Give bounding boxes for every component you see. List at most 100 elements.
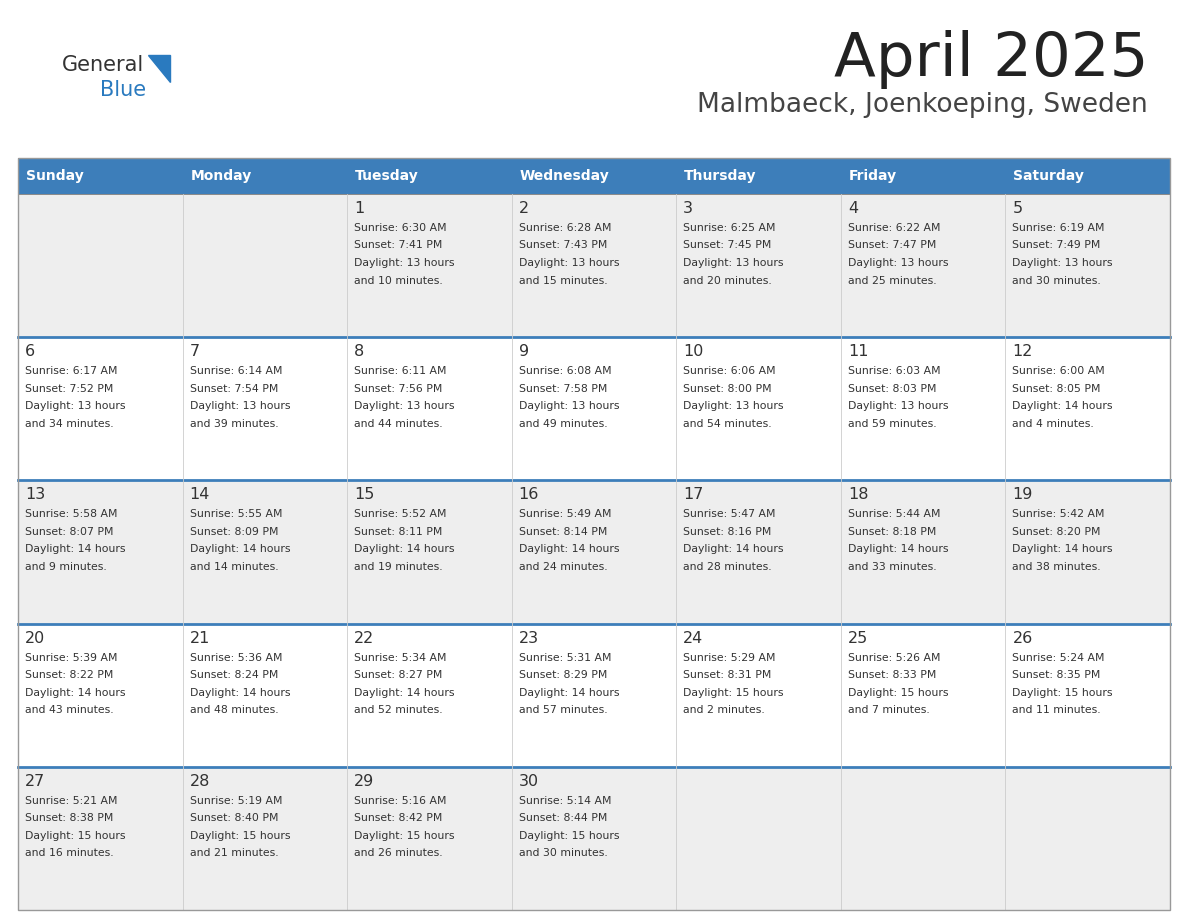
Bar — [841, 158, 1005, 194]
Text: Sunrise: 5:24 AM: Sunrise: 5:24 AM — [1012, 653, 1105, 663]
Text: and 38 minutes.: and 38 minutes. — [1012, 562, 1101, 572]
Text: 1: 1 — [354, 201, 365, 216]
Text: Tuesday: Tuesday — [355, 169, 419, 183]
Text: Sunset: 8:33 PM: Sunset: 8:33 PM — [848, 670, 936, 680]
Text: Daylight: 13 hours: Daylight: 13 hours — [848, 401, 948, 411]
Text: Daylight: 13 hours: Daylight: 13 hours — [1012, 258, 1113, 268]
Text: Daylight: 13 hours: Daylight: 13 hours — [354, 401, 455, 411]
Text: 2: 2 — [519, 201, 529, 216]
Text: Sunset: 8:11 PM: Sunset: 8:11 PM — [354, 527, 442, 537]
Text: Sunset: 8:00 PM: Sunset: 8:00 PM — [683, 384, 772, 394]
Text: 27: 27 — [25, 774, 45, 789]
Text: and 26 minutes.: and 26 minutes. — [354, 848, 443, 858]
Text: Sunrise: 5:52 AM: Sunrise: 5:52 AM — [354, 509, 447, 520]
Text: and 30 minutes.: and 30 minutes. — [1012, 275, 1101, 285]
Text: Sunset: 8:18 PM: Sunset: 8:18 PM — [848, 527, 936, 537]
Text: Daylight: 15 hours: Daylight: 15 hours — [683, 688, 784, 698]
Text: April 2025: April 2025 — [834, 30, 1148, 89]
Text: Sunrise: 5:39 AM: Sunrise: 5:39 AM — [25, 653, 118, 663]
Text: Sunset: 8:14 PM: Sunset: 8:14 PM — [519, 527, 607, 537]
Text: Daylight: 13 hours: Daylight: 13 hours — [519, 258, 619, 268]
Text: and 57 minutes.: and 57 minutes. — [519, 705, 607, 715]
Text: 11: 11 — [848, 344, 868, 359]
Text: Sunset: 8:31 PM: Sunset: 8:31 PM — [683, 670, 772, 680]
Text: Sunrise: 5:16 AM: Sunrise: 5:16 AM — [354, 796, 447, 806]
Text: Daylight: 14 hours: Daylight: 14 hours — [25, 544, 126, 554]
Text: Sunset: 8:24 PM: Sunset: 8:24 PM — [190, 670, 278, 680]
Text: Sunset: 8:03 PM: Sunset: 8:03 PM — [848, 384, 936, 394]
Text: Daylight: 14 hours: Daylight: 14 hours — [354, 544, 455, 554]
Text: Malmbaeck, Joenkoeping, Sweden: Malmbaeck, Joenkoeping, Sweden — [697, 92, 1148, 118]
Text: Thursday: Thursday — [684, 169, 757, 183]
Text: Sunrise: 5:47 AM: Sunrise: 5:47 AM — [683, 509, 776, 520]
Text: Daylight: 13 hours: Daylight: 13 hours — [683, 258, 784, 268]
Text: Sunrise: 5:31 AM: Sunrise: 5:31 AM — [519, 653, 611, 663]
Text: Sunset: 8:35 PM: Sunset: 8:35 PM — [1012, 670, 1101, 680]
Text: Daylight: 14 hours: Daylight: 14 hours — [354, 688, 455, 698]
Text: 7: 7 — [190, 344, 200, 359]
Text: and 21 minutes.: and 21 minutes. — [190, 848, 278, 858]
Text: Sunset: 8:29 PM: Sunset: 8:29 PM — [519, 670, 607, 680]
Text: and 15 minutes.: and 15 minutes. — [519, 275, 607, 285]
Bar — [676, 158, 841, 194]
Text: and 7 minutes.: and 7 minutes. — [848, 705, 929, 715]
Text: Sunset: 7:47 PM: Sunset: 7:47 PM — [848, 241, 936, 251]
Text: Sunrise: 5:36 AM: Sunrise: 5:36 AM — [190, 653, 282, 663]
Text: Daylight: 14 hours: Daylight: 14 hours — [1012, 544, 1113, 554]
Text: 8: 8 — [354, 344, 365, 359]
Text: and 59 minutes.: and 59 minutes. — [848, 419, 936, 429]
Text: and 54 minutes.: and 54 minutes. — [683, 419, 772, 429]
Text: Sunset: 8:38 PM: Sunset: 8:38 PM — [25, 813, 113, 823]
Text: Sunset: 7:43 PM: Sunset: 7:43 PM — [519, 241, 607, 251]
Text: Sunset: 8:07 PM: Sunset: 8:07 PM — [25, 527, 114, 537]
Text: Daylight: 14 hours: Daylight: 14 hours — [190, 688, 290, 698]
Bar — [18, 623, 1170, 767]
Text: 13: 13 — [25, 487, 45, 502]
Text: Daylight: 13 hours: Daylight: 13 hours — [519, 401, 619, 411]
Text: Daylight: 13 hours: Daylight: 13 hours — [25, 401, 126, 411]
Text: Sunrise: 6:28 AM: Sunrise: 6:28 AM — [519, 223, 611, 233]
Text: 18: 18 — [848, 487, 868, 502]
Text: Sunrise: 6:22 AM: Sunrise: 6:22 AM — [848, 223, 941, 233]
Text: Sunset: 7:52 PM: Sunset: 7:52 PM — [25, 384, 113, 394]
Text: 17: 17 — [683, 487, 703, 502]
Bar — [18, 767, 1170, 910]
Text: Sunrise: 6:14 AM: Sunrise: 6:14 AM — [190, 366, 282, 376]
Text: Daylight: 15 hours: Daylight: 15 hours — [25, 831, 126, 841]
Bar — [18, 480, 1170, 623]
Text: Daylight: 14 hours: Daylight: 14 hours — [25, 688, 126, 698]
Text: Sunrise: 6:06 AM: Sunrise: 6:06 AM — [683, 366, 776, 376]
Text: Sunrise: 6:11 AM: Sunrise: 6:11 AM — [354, 366, 447, 376]
Text: 24: 24 — [683, 631, 703, 645]
Text: Daylight: 14 hours: Daylight: 14 hours — [683, 544, 784, 554]
Text: 3: 3 — [683, 201, 694, 216]
Text: Sunset: 7:56 PM: Sunset: 7:56 PM — [354, 384, 442, 394]
Text: Sunrise: 5:49 AM: Sunrise: 5:49 AM — [519, 509, 611, 520]
Text: and 11 minutes.: and 11 minutes. — [1012, 705, 1101, 715]
Text: 29: 29 — [354, 774, 374, 789]
Bar — [183, 158, 347, 194]
Text: and 30 minutes.: and 30 minutes. — [519, 848, 607, 858]
Text: 19: 19 — [1012, 487, 1032, 502]
Text: Sunset: 7:41 PM: Sunset: 7:41 PM — [354, 241, 442, 251]
Text: 23: 23 — [519, 631, 539, 645]
Bar — [18, 337, 1170, 480]
Text: Daylight: 15 hours: Daylight: 15 hours — [519, 831, 619, 841]
Text: and 28 minutes.: and 28 minutes. — [683, 562, 772, 572]
Text: Sunrise: 5:19 AM: Sunrise: 5:19 AM — [190, 796, 282, 806]
Text: Sunset: 8:16 PM: Sunset: 8:16 PM — [683, 527, 772, 537]
Text: Daylight: 15 hours: Daylight: 15 hours — [1012, 688, 1113, 698]
Text: Sunrise: 5:34 AM: Sunrise: 5:34 AM — [354, 653, 447, 663]
Text: Daylight: 14 hours: Daylight: 14 hours — [1012, 401, 1113, 411]
Text: 30: 30 — [519, 774, 539, 789]
Text: Friday: Friday — [849, 169, 897, 183]
Text: and 2 minutes.: and 2 minutes. — [683, 705, 765, 715]
Text: 5: 5 — [1012, 201, 1023, 216]
Bar — [512, 158, 676, 194]
Bar — [347, 158, 512, 194]
Text: Sunset: 8:40 PM: Sunset: 8:40 PM — [190, 813, 278, 823]
Text: Sunrise: 6:25 AM: Sunrise: 6:25 AM — [683, 223, 776, 233]
Text: Daylight: 15 hours: Daylight: 15 hours — [190, 831, 290, 841]
Text: Sunset: 7:58 PM: Sunset: 7:58 PM — [519, 384, 607, 394]
Text: Sunset: 8:09 PM: Sunset: 8:09 PM — [190, 527, 278, 537]
